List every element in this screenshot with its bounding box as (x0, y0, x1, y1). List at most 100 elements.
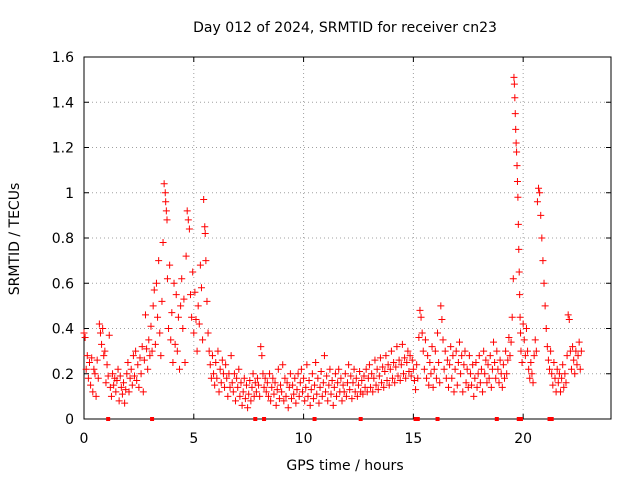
data-point (486, 352, 494, 360)
data-point (214, 347, 222, 355)
data-point (565, 315, 573, 323)
data-point (439, 336, 447, 344)
data-point (461, 347, 469, 355)
data-point (547, 347, 555, 355)
data-point (340, 388, 348, 396)
data-point (430, 365, 438, 373)
data-point (518, 358, 526, 366)
data-point (389, 374, 397, 382)
data-point (166, 261, 174, 269)
data-point (539, 257, 547, 265)
data-point (145, 336, 153, 344)
data-point (140, 356, 148, 364)
data-point (491, 358, 499, 366)
data-point (253, 374, 261, 382)
data-point (498, 383, 506, 391)
data-point (501, 374, 509, 382)
data-point (117, 383, 125, 391)
data-point (576, 365, 584, 373)
data-point (309, 395, 317, 403)
axis-ticks: 0 0.2 0.4 0.6 0.8 1 1.2 1.4 1.6 0 5 10 15 20 (52, 50, 611, 447)
data-point (307, 386, 315, 394)
data-point (233, 374, 241, 382)
data-point (197, 284, 205, 292)
data-point (80, 329, 88, 337)
data-point (553, 365, 561, 373)
bottom-marker (516, 417, 521, 421)
data-point (513, 148, 521, 156)
data-point (308, 370, 316, 378)
data-point (509, 275, 517, 283)
data-point (188, 313, 196, 321)
data-point (466, 370, 474, 378)
data-point (546, 365, 554, 373)
data-point (224, 392, 232, 400)
data-point (162, 198, 170, 206)
data-point (339, 381, 347, 389)
data-point (273, 386, 281, 394)
data-point (508, 313, 516, 321)
data-point (409, 365, 417, 373)
bottom-marker (413, 417, 418, 421)
data-point (95, 320, 103, 328)
data-point (415, 334, 423, 342)
data-point (174, 313, 182, 321)
data-point (495, 379, 503, 387)
data-point (319, 379, 327, 387)
data-point (374, 386, 382, 394)
data-point (496, 356, 504, 364)
data-point (315, 399, 323, 407)
data-point (362, 365, 370, 373)
data-point (294, 370, 302, 378)
data-point (526, 374, 534, 382)
data-point (91, 370, 99, 378)
y-tick-label: 0.8 (52, 231, 74, 247)
data-point (283, 379, 291, 387)
data-point (511, 94, 519, 102)
data-point (134, 361, 142, 369)
data-point (158, 297, 166, 305)
x-tick-label: 10 (295, 431, 313, 447)
data-point (85, 358, 93, 366)
data-point (255, 381, 263, 389)
data-point (574, 352, 582, 360)
data-point (559, 361, 567, 369)
data-point (369, 388, 377, 396)
data-point (118, 390, 126, 398)
data-point (492, 374, 500, 382)
data-point (292, 399, 300, 407)
data-point (394, 372, 402, 380)
data-point (246, 377, 254, 385)
data-point (226, 383, 234, 391)
data-point (459, 388, 467, 396)
data-point (150, 286, 158, 294)
data-point (83, 352, 91, 360)
data-point (348, 395, 356, 403)
data-point (177, 302, 185, 310)
data-point (512, 125, 520, 133)
data-point (103, 361, 111, 369)
data-point (139, 388, 147, 396)
data-point (92, 392, 100, 400)
data-point (386, 365, 394, 373)
data-point (181, 358, 189, 366)
data-point (314, 374, 322, 382)
data-point (94, 374, 102, 382)
data-point (443, 356, 451, 364)
data-point (162, 207, 170, 215)
data-point (167, 336, 175, 344)
data-point (516, 291, 524, 299)
data-point (567, 365, 575, 373)
data-point (375, 372, 383, 380)
data-point (178, 275, 186, 283)
data-point (401, 354, 409, 362)
data-point (201, 229, 209, 237)
data-point (558, 374, 566, 382)
data-point (515, 268, 523, 276)
data-point (329, 401, 337, 409)
data-point (127, 365, 135, 373)
data-point (506, 352, 514, 360)
data-point (392, 363, 400, 371)
data-point (323, 372, 331, 380)
data-point (113, 377, 121, 385)
